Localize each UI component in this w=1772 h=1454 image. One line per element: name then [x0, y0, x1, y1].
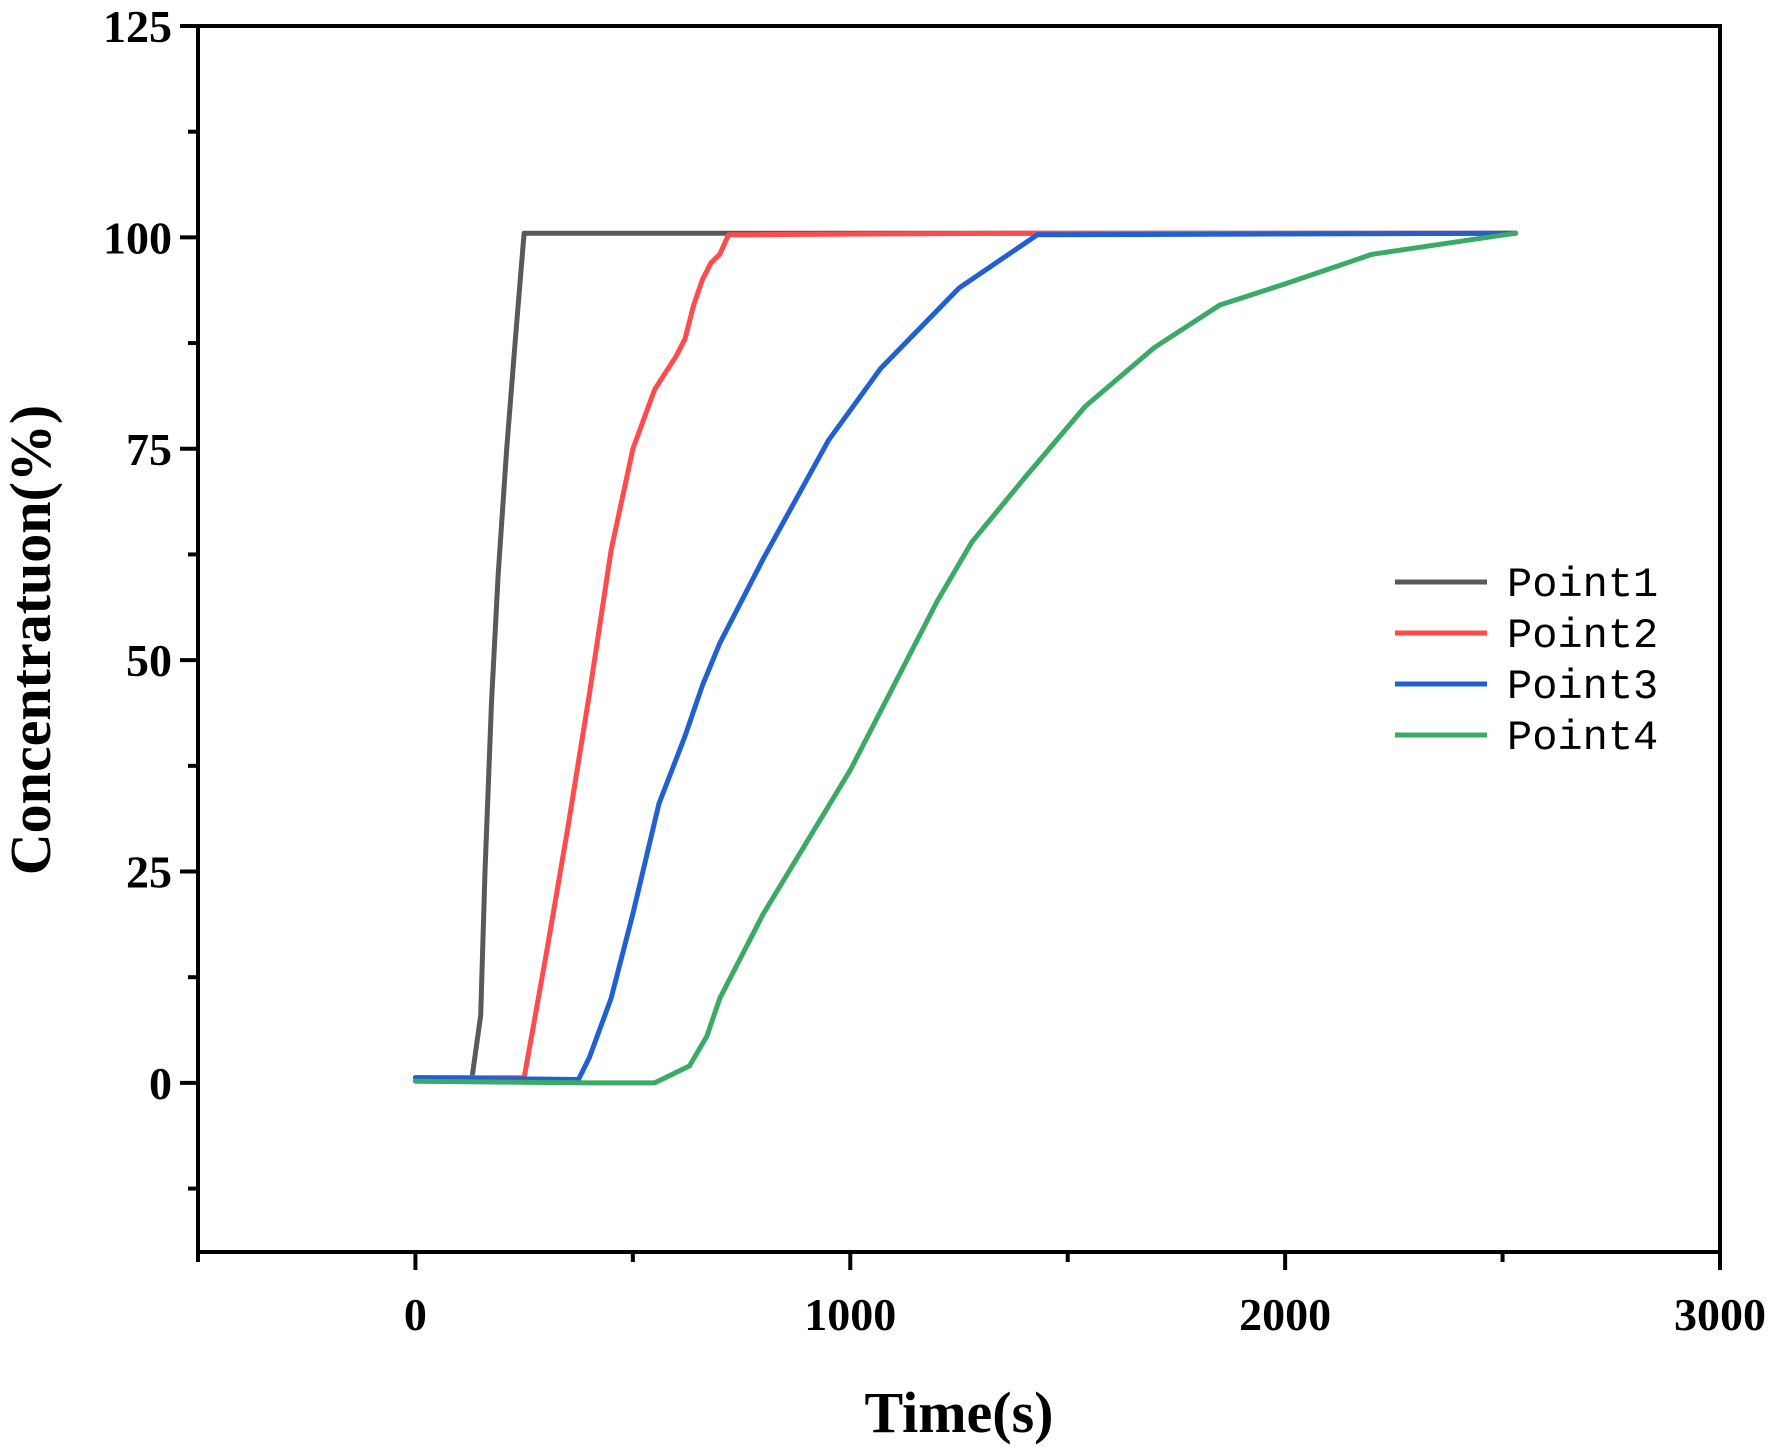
y-axis-ticks: 0 25 50 75 100 125	[103, 1, 198, 1191]
legend-label-point1: Point1	[1507, 561, 1658, 609]
y-tick-label: 75	[126, 424, 172, 475]
y-tick-label: 0	[149, 1058, 172, 1109]
y-tick-label: 50	[126, 635, 172, 686]
series-line-point2	[412, 230, 1519, 1081]
series-line-point3	[412, 230, 1519, 1082]
legend-label-point3: Point3	[1507, 663, 1658, 711]
series-line-point4	[412, 230, 1519, 1086]
x-tick-label: 1000	[804, 1289, 896, 1340]
y-tick-label: 125	[103, 1, 172, 52]
y-tick-label: 25	[126, 847, 172, 898]
plot-frame	[196, 24, 1722, 1254]
x-tick-label: 2000	[1239, 1289, 1331, 1340]
x-tick-label: 0	[404, 1289, 427, 1340]
series-line-point1	[412, 230, 1519, 1081]
y-tick-label: 100	[103, 212, 172, 263]
x-axis-ticks: 0 1000 2000 3000	[196, 1252, 1766, 1340]
legend-label-point4: Point4	[1507, 714, 1658, 762]
x-axis-title: Time(s)	[864, 1380, 1053, 1445]
y-axis-title: Concentratuon(%)	[0, 405, 63, 875]
legend-label-point2: Point2	[1507, 612, 1658, 660]
series-lines	[412, 230, 1519, 1086]
x-tick-label: 3000	[1674, 1289, 1766, 1340]
